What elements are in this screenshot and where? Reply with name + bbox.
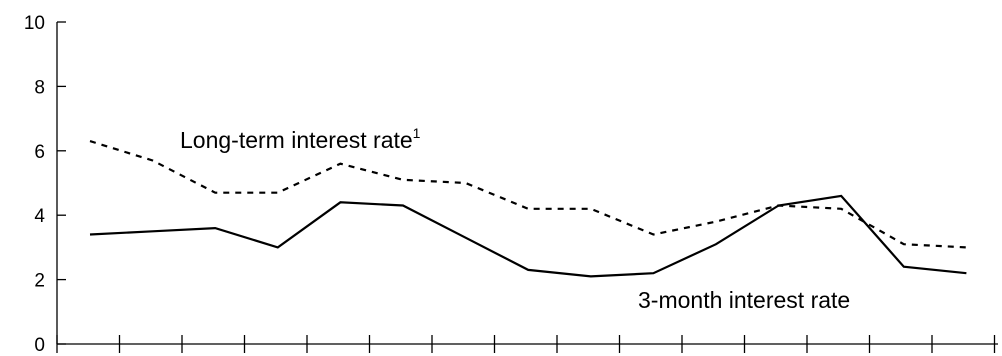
y-tick-label: 8 [34,77,45,98]
series-line-long-term [89,140,967,249]
series-label-long-term: Long-term interest rate1 [180,125,421,153]
series-lines [89,140,967,278]
y-tick-label: 10 [24,13,45,34]
x-axis [56,335,998,353]
y-tick-label: 0 [34,335,45,356]
series-label-3-month: 3-month interest rate [638,287,850,313]
y-axis: 0 2 4 6 8 10 [24,13,66,356]
y-tick-label: 2 [34,271,45,292]
y-tick-label: 4 [34,206,45,227]
y-tick-label: 6 [34,142,45,163]
series-line-3-month [89,194,967,278]
